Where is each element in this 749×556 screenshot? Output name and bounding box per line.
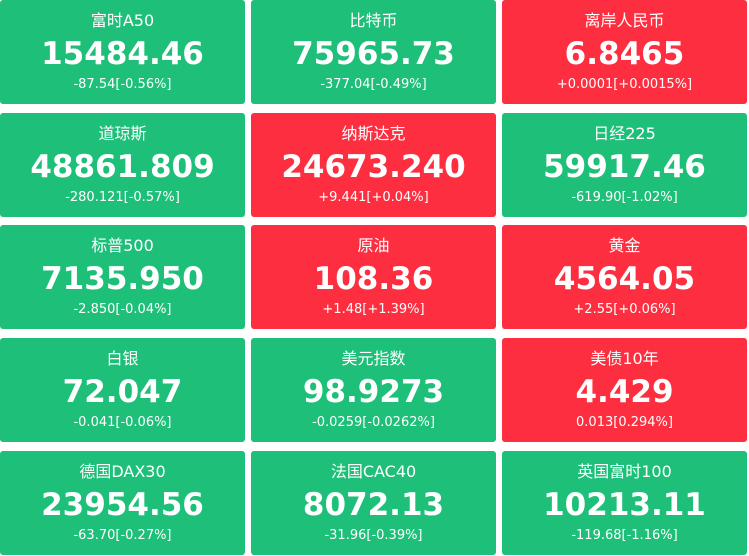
tile-price: 98.9273 — [302, 374, 445, 410]
tile-name: 德国DAX30 — [79, 462, 166, 481]
tile-change: -377.04[-0.49%] — [320, 77, 427, 92]
tile-change: +9.441[+0.04%] — [318, 190, 429, 205]
market-tile[interactable]: 法国CAC40 8072.13 -31.96[-0.39%] — [251, 451, 496, 555]
tile-change: -280.121[-0.57%] — [65, 190, 180, 205]
market-tile[interactable]: 日经225 59917.46 -619.90[-1.02%] — [502, 113, 747, 217]
market-tile[interactable]: 纳斯达克 24673.240 +9.441[+0.04%] — [251, 113, 496, 217]
market-tile[interactable]: 离岸人民币 6.8465 +0.0001[+0.0015%] — [502, 0, 747, 104]
tile-change: -87.54[-0.56%] — [73, 77, 172, 92]
tile-change: -63.70[-0.27%] — [73, 528, 172, 543]
tile-change: -2.850[-0.04%] — [73, 302, 172, 317]
tile-price: 7135.950 — [41, 261, 204, 297]
market-tile[interactable]: 富时A50 15484.46 -87.54[-0.56%] — [0, 0, 245, 104]
tile-name: 英国富时100 — [577, 462, 672, 481]
market-tile[interactable]: 原油 108.36 +1.48[+1.39%] — [251, 225, 496, 329]
tile-price: 48861.809 — [30, 149, 215, 185]
tile-change: -619.90[-1.02%] — [571, 190, 678, 205]
tile-name: 美元指数 — [341, 349, 406, 368]
market-tile[interactable]: 比特币 75965.73 -377.04[-0.49%] — [251, 0, 496, 104]
tile-change: +1.48[+1.39%] — [322, 302, 425, 317]
tile-name: 法国CAC40 — [330, 462, 417, 481]
tile-change: -119.68[-1.16%] — [571, 528, 678, 543]
tile-change: -0.041[-0.06%] — [73, 415, 172, 430]
market-tile[interactable]: 德国DAX30 23954.56 -63.70[-0.27%] — [0, 451, 245, 555]
tile-name: 富时A50 — [90, 11, 155, 30]
tile-name: 道琼斯 — [98, 124, 147, 143]
tile-price: 108.36 — [313, 261, 434, 297]
tile-change: +0.0001[+0.0015%] — [556, 77, 693, 92]
tile-price: 8072.13 — [302, 487, 445, 523]
tile-price: 75965.73 — [292, 36, 455, 72]
market-tile[interactable]: 道琼斯 48861.809 -280.121[-0.57%] — [0, 113, 245, 217]
market-tile[interactable]: 标普500 7135.950 -2.850[-0.04%] — [0, 225, 245, 329]
tile-price: 4564.05 — [553, 261, 696, 297]
tile-price: 6.8465 — [564, 36, 685, 72]
tile-price: 15484.46 — [41, 36, 204, 72]
tile-change: 0.013[0.294%] — [576, 415, 673, 430]
tile-price: 59917.46 — [543, 149, 706, 185]
tile-name: 原油 — [357, 236, 390, 255]
tile-name: 美债10年 — [590, 349, 659, 368]
tile-price: 24673.240 — [281, 149, 466, 185]
tile-price: 72.047 — [62, 374, 183, 410]
tile-name: 标普500 — [91, 236, 154, 255]
tile-change: -31.96[-0.39%] — [324, 528, 423, 543]
tile-name: 纳斯达克 — [341, 124, 406, 143]
tile-name: 离岸人民币 — [584, 11, 665, 30]
tile-change: +2.55[+0.06%] — [573, 302, 676, 317]
market-tile[interactable]: 美元指数 98.9273 -0.0259[-0.0262%] — [251, 338, 496, 442]
tile-price: 4.429 — [575, 374, 674, 410]
tile-price: 10213.11 — [543, 487, 706, 523]
tile-name: 比特币 — [349, 11, 398, 30]
market-tile[interactable]: 白银 72.047 -0.041[-0.06%] — [0, 338, 245, 442]
tile-name: 日经225 — [593, 124, 656, 143]
tile-name: 白银 — [106, 349, 139, 368]
market-tile[interactable]: 美债10年 4.429 0.013[0.294%] — [502, 338, 747, 442]
market-tile[interactable]: 黄金 4564.05 +2.55[+0.06%] — [502, 225, 747, 329]
tile-price: 23954.56 — [41, 487, 204, 523]
tile-name: 黄金 — [608, 236, 641, 255]
market-tile[interactable]: 英国富时100 10213.11 -119.68[-1.16%] — [502, 451, 747, 555]
tile-change: -0.0259[-0.0262%] — [312, 415, 435, 430]
